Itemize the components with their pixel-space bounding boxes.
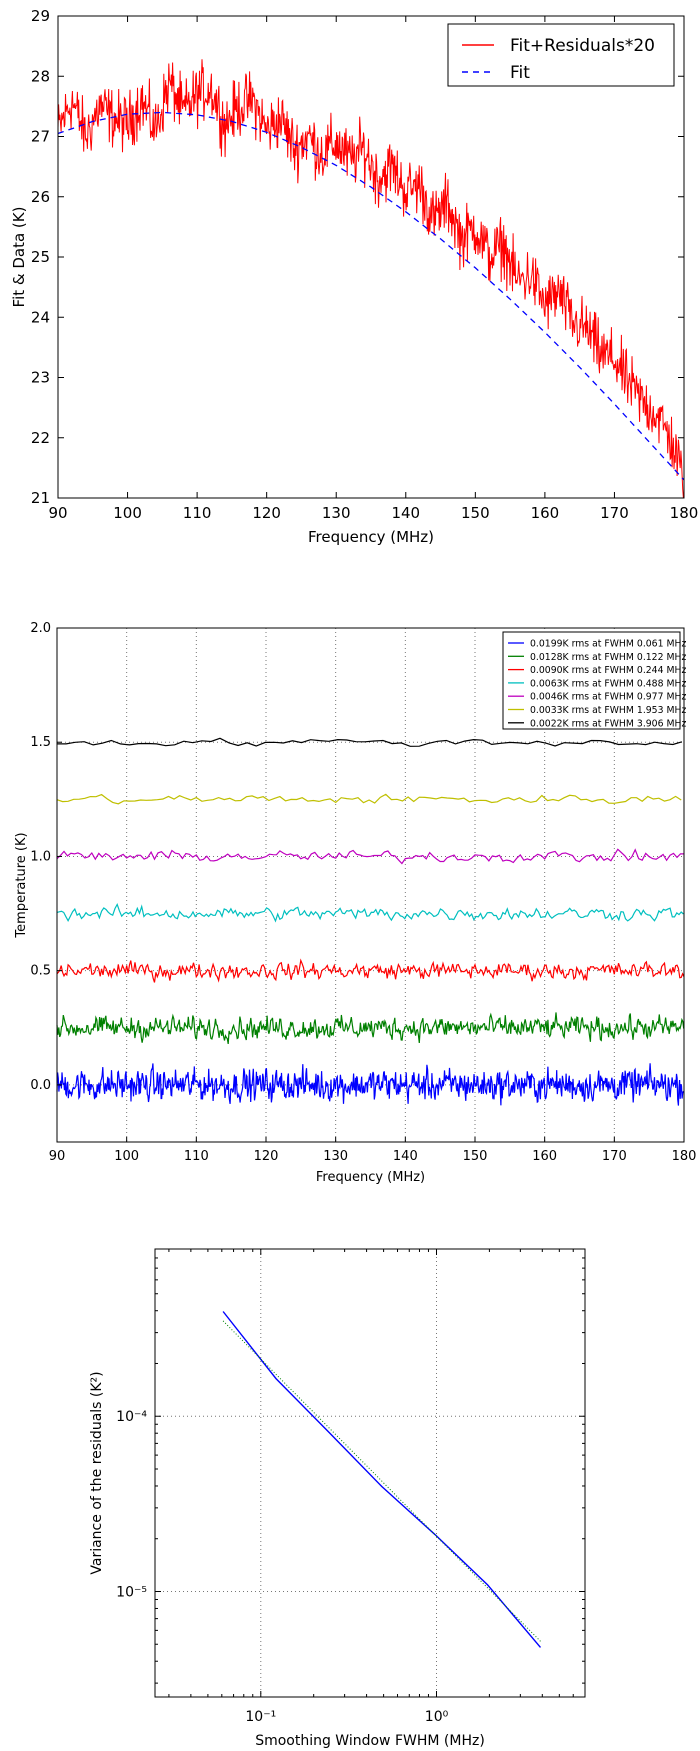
x-tick-label: 140 bbox=[391, 504, 420, 522]
x-tick-label: 170 bbox=[602, 1149, 627, 1164]
fit-series-line bbox=[57, 111, 685, 481]
y-axis-label: Variance of the residuals (K²) bbox=[89, 1371, 105, 1574]
x-tick-label: 10⁻¹ bbox=[245, 1709, 276, 1725]
y-tick-label: 22 bbox=[31, 429, 50, 447]
x-tick-label: 170 bbox=[600, 504, 629, 522]
y-tick-label: 10⁻⁵ bbox=[116, 1584, 147, 1600]
y-tick-label: 27 bbox=[31, 128, 50, 146]
x-tick-label: 140 bbox=[393, 1149, 418, 1164]
variance-vs-fwhm-chart: 10⁻¹ 10⁰ 10⁻⁴ 10⁻⁵ Smoothing Window FWHM (MH… bbox=[89, 1248, 586, 1749]
x-tick-label: 160 bbox=[531, 504, 560, 522]
residual-series-line bbox=[56, 793, 682, 805]
x-tick-label: 90 bbox=[48, 504, 67, 522]
x-tick-label: 130 bbox=[323, 1149, 348, 1164]
x-tick-label: 120 bbox=[254, 1149, 279, 1164]
plot-frame bbox=[57, 15, 685, 499]
residual-series-line bbox=[56, 1063, 684, 1106]
fit-residuals-series-line bbox=[57, 59, 684, 499]
x-tick-label: 110 bbox=[183, 504, 212, 522]
y-tick-label: 2.0 bbox=[30, 621, 51, 636]
x-tick-label: 130 bbox=[322, 504, 351, 522]
x-axis-label: Smoothing Window FWHM (MHz) bbox=[255, 1733, 485, 1749]
y-tick-label: 29 bbox=[31, 7, 50, 25]
y-tick-label: 10⁻⁴ bbox=[116, 1409, 147, 1425]
y-axis-label: Temperature (K) bbox=[14, 832, 29, 938]
y-tick-label: 21 bbox=[31, 489, 50, 507]
y-axis-label: Fit & Data (K) bbox=[10, 207, 28, 308]
plot-frame bbox=[154, 1248, 586, 1698]
residual-series-line bbox=[56, 848, 685, 865]
legend-label: 0.0022K rms at FWHM 3.906 MHz bbox=[530, 718, 686, 729]
x-axis-label: Frequency (MHz) bbox=[316, 1170, 425, 1185]
y-tick-label: 26 bbox=[31, 188, 50, 206]
fit-and-data-chart: 90 100 110 120 130 140 150 160 170 180 21 22 23 24 25 2… bbox=[10, 7, 698, 546]
legend-frame bbox=[447, 23, 675, 87]
y-tick-label: 0.5 bbox=[30, 964, 51, 979]
residual-series-line bbox=[56, 958, 685, 983]
residual-series-line bbox=[57, 737, 683, 747]
residual-series-line bbox=[56, 1012, 685, 1045]
y-tick-label: 23 bbox=[31, 369, 50, 387]
legend: 0.0199K rms at FWHM 0.061 MHz 0.0128K rms… bbox=[502, 631, 686, 730]
y-tick-label: 25 bbox=[31, 248, 50, 266]
variance-series-line bbox=[222, 1311, 542, 1648]
y-tick-label: 28 bbox=[31, 67, 50, 85]
x-tick-label: 150 bbox=[461, 504, 490, 522]
legend-label: 0.0033K rms at FWHM 1.953 MHz bbox=[530, 705, 686, 716]
x-tick-label: 10⁰ bbox=[425, 1709, 449, 1725]
legend-label-fit-residuals: Fit+Residuals*20 bbox=[510, 36, 655, 56]
y-tick-label: 24 bbox=[31, 308, 50, 326]
x-axis-label: Frequency (MHz) bbox=[308, 528, 434, 546]
legend: Fit+Residuals*20 Fit bbox=[447, 23, 675, 87]
plot-frame bbox=[56, 627, 685, 1143]
y-tick-label: 0.0 bbox=[30, 1078, 51, 1093]
x-tick-label: 120 bbox=[252, 504, 281, 522]
x-tick-label: 90 bbox=[49, 1149, 66, 1164]
x-tick-label: 180 bbox=[672, 1149, 697, 1164]
legend-label: 0.0199K rms at FWHM 0.061 MHz bbox=[530, 639, 686, 650]
power-law-fit-line bbox=[222, 1320, 541, 1642]
legend-frame bbox=[502, 631, 681, 730]
legend-label-fit: Fit bbox=[510, 63, 530, 83]
legend-label: 0.0090K rms at FWHM 0.244 MHz bbox=[530, 665, 686, 676]
x-tick-label: 150 bbox=[463, 1149, 488, 1164]
residual-series-line bbox=[56, 903, 684, 923]
temperature-residuals-chart: 90 100 110 120 130 140 150 160 170 180 0.0 0.5 1.0 1.… bbox=[14, 621, 696, 1185]
x-tick-label: 180 bbox=[670, 504, 699, 522]
legend-label: 0.0046K rms at FWHM 0.977 MHz bbox=[530, 692, 686, 703]
x-tick-label: 160 bbox=[532, 1149, 557, 1164]
x-tick-label: 110 bbox=[184, 1149, 209, 1164]
y-tick-label: 1.5 bbox=[30, 735, 51, 750]
y-tick-label: 1.0 bbox=[30, 849, 51, 864]
x-tick-label: 100 bbox=[113, 504, 142, 522]
legend-label: 0.0128K rms at FWHM 0.122 MHz bbox=[530, 652, 686, 663]
legend-label: 0.0063K rms at FWHM 0.488 MHz bbox=[530, 678, 686, 689]
x-tick-label: 100 bbox=[114, 1149, 139, 1164]
